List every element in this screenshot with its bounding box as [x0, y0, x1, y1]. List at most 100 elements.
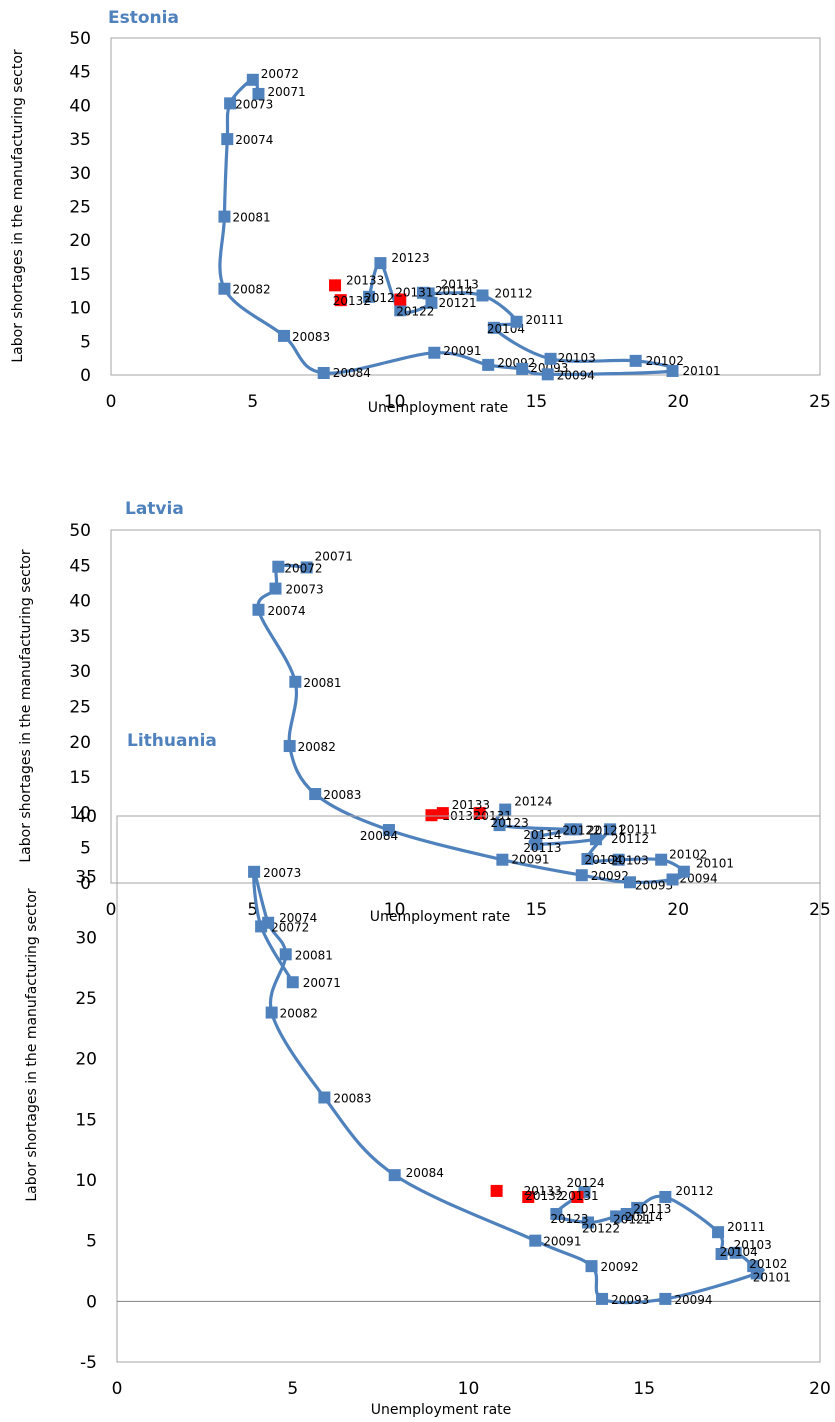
data-point-label: 20083 — [323, 788, 361, 802]
data-point — [529, 1234, 542, 1247]
data-point — [610, 1210, 623, 1223]
data-point-highlighted — [490, 1184, 503, 1197]
y-tick-label: 15 — [75, 1110, 97, 1130]
x-tick-label: 20 — [667, 900, 689, 920]
y-tick-label: 35 — [75, 868, 97, 888]
data-point-label: 20102 — [669, 848, 707, 862]
data-point-label: 20074 — [267, 604, 305, 618]
data-point-label: 20071 — [303, 976, 341, 990]
data-point — [499, 803, 512, 816]
data-point — [620, 1207, 633, 1220]
data-point-label: 20113 — [633, 1202, 671, 1216]
data-point-label: 20072 — [261, 67, 299, 81]
data-point — [283, 740, 296, 753]
data-point-label: 20122 — [396, 304, 434, 318]
data-point-label: 20074 — [279, 911, 317, 925]
data-point-highlighted — [329, 279, 342, 292]
data-point — [265, 1006, 278, 1019]
data-point-label: 20092 — [591, 869, 629, 883]
data-point-label: 20121 — [613, 1212, 651, 1226]
data-point-label: 20124 — [514, 795, 552, 809]
data-point-label: 20113 — [523, 841, 561, 855]
data-point — [631, 1201, 644, 1214]
y-tick-label: 0 — [86, 1292, 97, 1312]
data-point-label: 20112 — [611, 832, 649, 846]
data-point-label: 20081 — [303, 676, 341, 690]
data-point — [374, 257, 387, 270]
data-point-label: 20103 — [558, 351, 596, 365]
data-point-label: 20112 — [495, 286, 533, 300]
y-tick-label: 40 — [69, 592, 91, 612]
data-point-label: 20111 — [727, 1220, 765, 1234]
chart-title: Latvia — [125, 499, 184, 519]
data-point-label: 20073 — [263, 866, 301, 880]
data-point-highlighted — [571, 1190, 584, 1203]
data-point — [659, 1292, 672, 1305]
data-point-label: 20104 — [720, 1245, 758, 1259]
data-point-label: 20122 — [582, 1221, 620, 1235]
data-point — [416, 286, 429, 299]
data-point-label: 20082 — [232, 283, 270, 297]
data-point — [629, 354, 642, 367]
data-point-label: 20132 — [525, 1189, 563, 1203]
data-point — [246, 73, 259, 86]
data-point — [589, 833, 602, 846]
data-point-label: 20071 — [267, 85, 305, 99]
y-axis-label: Labor shortages in the manufacturing sec… — [10, 49, 26, 363]
data-point — [272, 560, 285, 573]
data-point-label: 20092 — [601, 1260, 639, 1274]
data-point-label: 20084 — [333, 366, 371, 380]
data-point — [604, 823, 617, 836]
y-tick-label: 25 — [75, 989, 97, 1009]
data-point-label: 20072 — [271, 920, 309, 934]
data-point-highlighted — [334, 294, 347, 307]
y-tick-label: 45 — [69, 556, 91, 576]
x-tick-label: 10 — [384, 900, 406, 920]
data-point — [510, 315, 523, 328]
data-point-label: 20073 — [235, 97, 273, 111]
data-point — [425, 296, 438, 309]
data-point — [655, 853, 668, 866]
y-tick-label: 35 — [69, 627, 91, 647]
y-axis-label: Labor shortages in the manufacturing sec… — [24, 888, 40, 1202]
data-point — [394, 304, 407, 317]
data-point-label: 20114 — [523, 828, 561, 842]
data-point — [516, 362, 529, 375]
y-tick-label: 25 — [69, 198, 91, 218]
data-point — [248, 865, 261, 878]
data-point-label: 20071 — [315, 549, 353, 563]
data-point-label: 20101 — [753, 1270, 791, 1284]
data-point — [218, 210, 231, 223]
data-point-highlighted — [394, 293, 407, 306]
data-point — [666, 873, 679, 886]
data-point-label: 20121 — [438, 296, 476, 310]
data-point-label: 20133 — [452, 798, 490, 812]
data-point — [530, 831, 543, 844]
data-point-label: 20074 — [235, 133, 273, 147]
y-tick-label: 5 — [80, 839, 91, 859]
data-point — [677, 865, 690, 878]
data-point-label: 20114 — [625, 1210, 663, 1224]
x-axis-label: Unemployment rate — [368, 400, 509, 416]
data-point-label: 20112 — [675, 1184, 713, 1198]
data-point-label: 20093 — [635, 878, 673, 892]
data-point — [729, 1246, 742, 1259]
data-point-label: 20103 — [611, 854, 649, 868]
data-point — [428, 346, 441, 359]
data-point — [300, 561, 313, 574]
data-point-label: 20084 — [406, 1166, 444, 1180]
data-point-label: 20082 — [280, 1007, 318, 1021]
x-tick-label: 0 — [106, 900, 117, 920]
y-tick-label: 40 — [69, 96, 91, 116]
y-tick-label: 30 — [69, 662, 91, 682]
y-tick-label: 0 — [80, 874, 91, 894]
data-point-label: 20094 — [674, 1293, 712, 1307]
chart-lithuania: Lithuania 0 5 10 15 20 -5 0 5 10 15 20 25 30 35 40 Unemp… — [24, 731, 831, 1418]
data-point-label: 20103 — [734, 1238, 772, 1252]
series-line — [252, 870, 765, 1305]
x-tick-label: 20 — [809, 1379, 831, 1399]
data-point-highlighted — [425, 809, 438, 822]
chart-estonia: Estonia 0 5 10 15 20 25 0 5 10 15 20 25 30 35 40 45 50 Une… — [10, 8, 831, 416]
data-point-label: 20132 — [333, 294, 371, 308]
